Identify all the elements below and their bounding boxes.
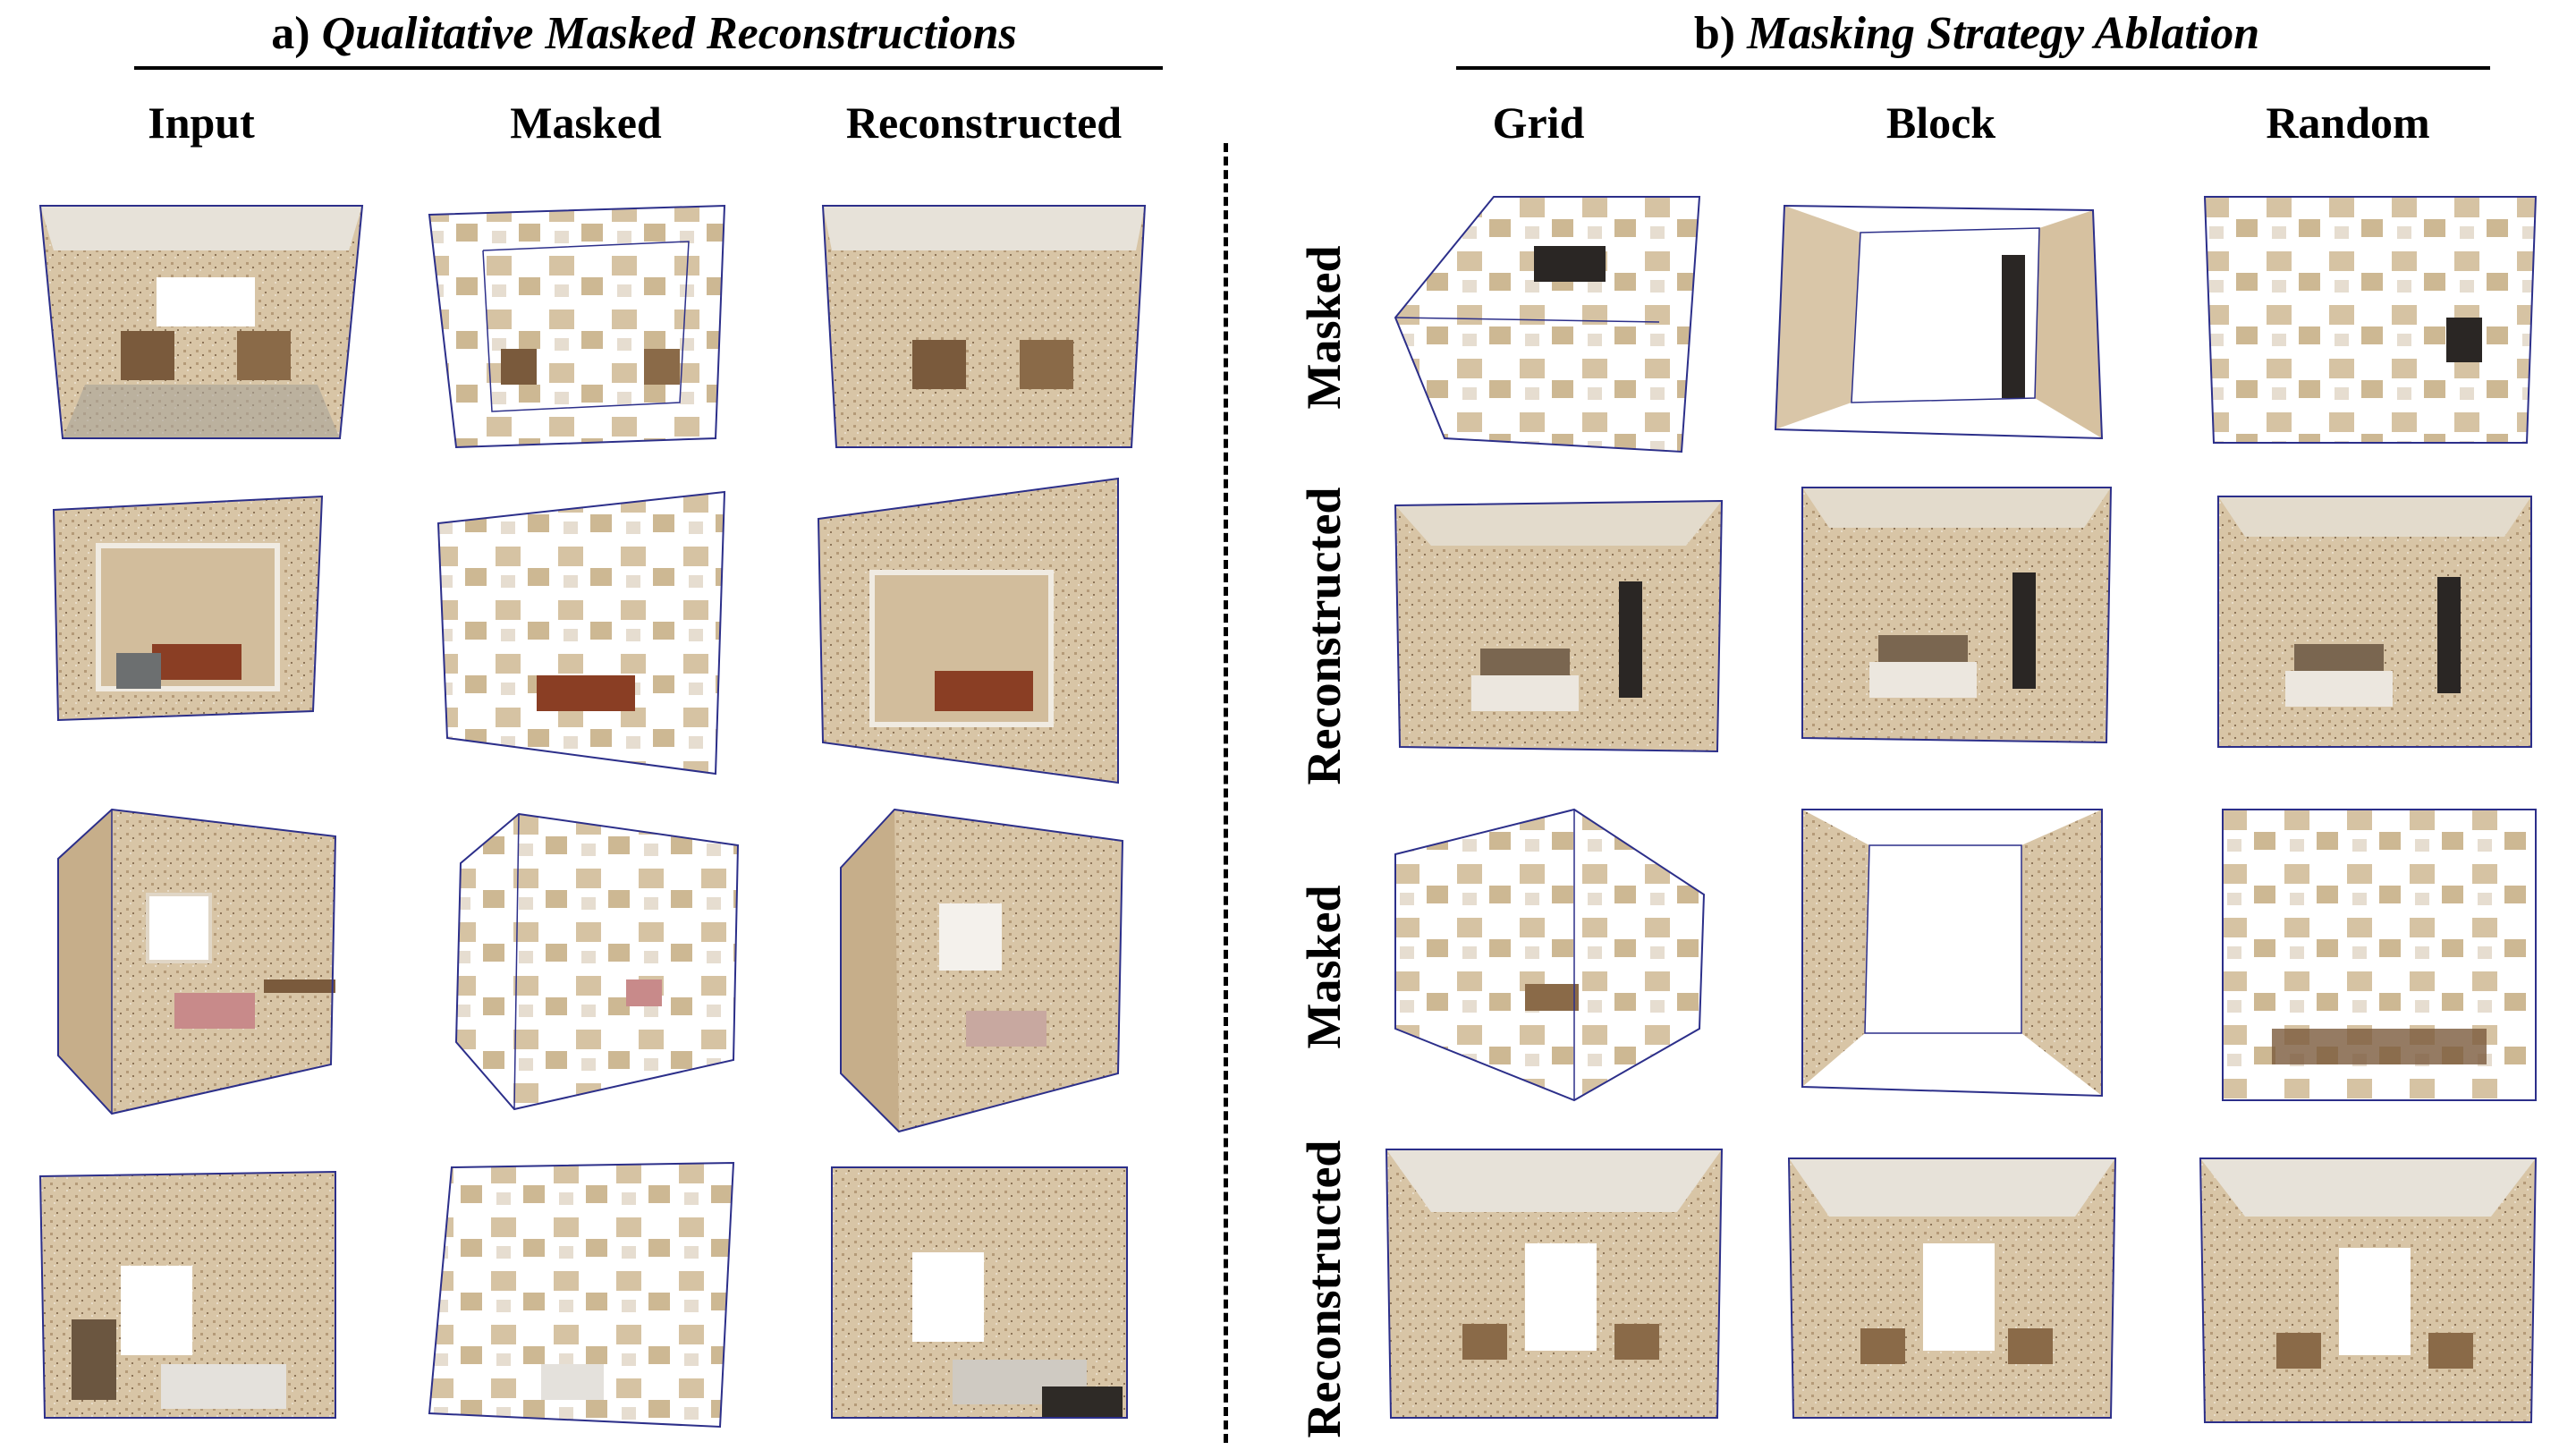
thumb-a-input-3: [49, 805, 344, 1118]
thumb-a-masked-3: [447, 810, 747, 1114]
thumb-a-input-4: [36, 1167, 340, 1422]
thumb-b-grid-recon-1: [1391, 496, 1726, 756]
panel-a-heading: a) Qualitative Masked Reconstructions: [143, 7, 1145, 60]
row-label-reconstructed-2: Reconstructed: [1297, 1140, 1351, 1438]
thumb-a-recon-1: [814, 197, 1154, 456]
thumb-a-masked-1: [420, 197, 742, 456]
panel-b-label: b): [1693, 8, 1736, 59]
thumb-a-recon-3: [832, 805, 1131, 1136]
panel-a-label: a): [271, 8, 310, 59]
col-header-grid: Grid: [1492, 98, 1585, 148]
thumb-b-grid-masked-2: [1391, 805, 1708, 1105]
thumb-b-random-recon-2: [2196, 1154, 2540, 1427]
panel-b-title: Masking Strategy Ablation: [1747, 8, 2260, 59]
thumb-b-random-recon-1: [2214, 492, 2536, 751]
thumb-a-masked-2: [429, 488, 742, 783]
thumb-a-recon-2: [809, 474, 1131, 787]
thumb-b-grid-recon-2: [1382, 1145, 1726, 1422]
col-header-masked: Masked: [510, 98, 662, 148]
row-label-reconstructed-1: Reconstructed: [1297, 487, 1351, 785]
thumb-a-input-2: [45, 492, 331, 725]
thumb-b-random-masked-1: [2200, 192, 2540, 447]
thumb-b-block-masked-1: [1771, 201, 2106, 443]
col-header-reconstructed: Reconstructed: [845, 98, 1123, 148]
panel-divider: [1224, 143, 1228, 1443]
thumb-b-random-masked-2: [2218, 805, 2540, 1105]
thumb-a-masked-4: [425, 1158, 738, 1431]
thumb-a-input-1: [31, 197, 371, 447]
row-label-masked-1: Masked: [1297, 245, 1351, 410]
col-header-random: Random: [2266, 98, 2430, 148]
thumb-a-recon-4: [827, 1163, 1131, 1422]
thumb-b-block-masked-2: [1798, 805, 2106, 1100]
panel-b-heading: b) Masking Strategy Ablation: [1458, 7, 2496, 60]
row-label-masked-2: Masked: [1297, 885, 1351, 1049]
panel-a-title: Qualitative Masked Reconstructions: [321, 8, 1017, 59]
thumb-b-block-recon-2: [1784, 1154, 2120, 1422]
panel-a-underline: [134, 66, 1163, 70]
col-header-block: Block: [1885, 98, 1996, 148]
col-header-input: Input: [148, 98, 255, 148]
thumb-b-grid-masked-1: [1391, 192, 1708, 461]
thumb-b-block-recon-1: [1798, 483, 2115, 747]
panel-b-underline: [1456, 66, 2490, 70]
